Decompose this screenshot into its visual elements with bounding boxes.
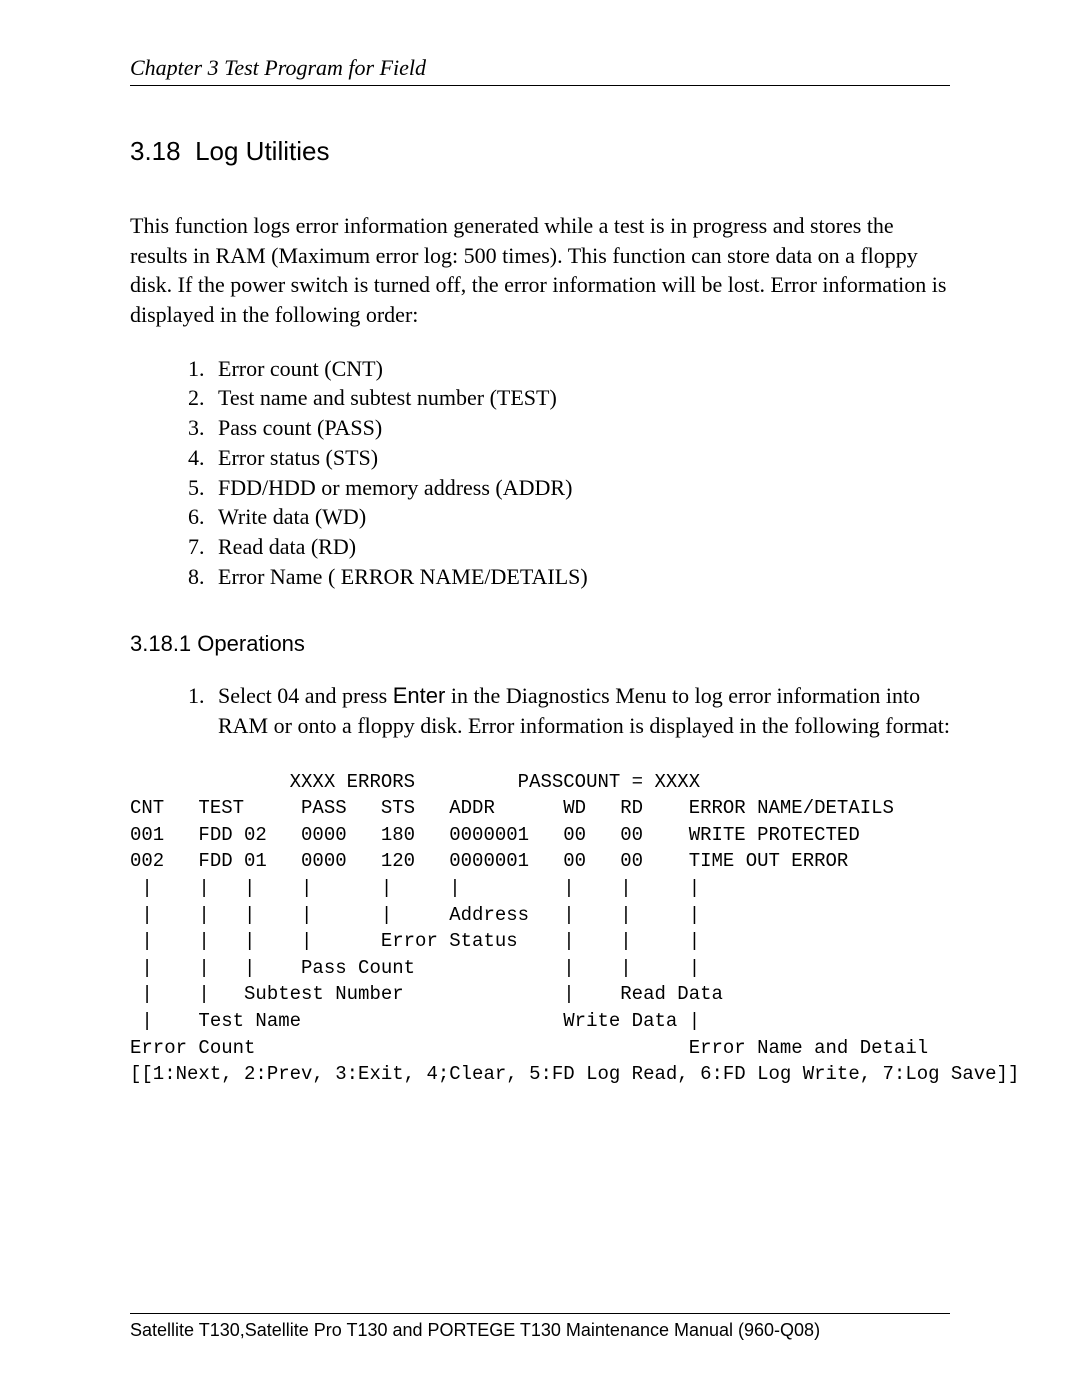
subsection-title: 3.18.1 Operations: [130, 631, 950, 657]
section-number: 3.18: [130, 136, 181, 166]
intro-paragraph: This function logs error information gen…: [130, 211, 950, 330]
log-line: | | Subtest Number | Read Data: [130, 981, 950, 1008]
log-line: | Test Name Write Data |: [130, 1008, 950, 1035]
log-line: CNT TEST PASS STS ADDR WD RD ERROR NAME/…: [130, 795, 950, 822]
log-line: | | | | | Address | | |: [130, 902, 950, 929]
section-title: 3.18 Log Utilities: [130, 136, 950, 167]
page: Chapter 3 Test Program for Field 3.18 Lo…: [0, 0, 1080, 1397]
operations-list: Select 04 and press Enter in the Diagnos…: [130, 681, 950, 740]
list-item: Read data (RD): [210, 532, 950, 562]
list-item: Write data (WD): [210, 502, 950, 532]
log-line: 001 FDD 02 0000 180 0000001 00 00 WRITE …: [130, 822, 950, 849]
log-line: Error Count Error Name and Detail: [130, 1035, 950, 1062]
list-item: Error status (STS): [210, 443, 950, 473]
log-line: [[1:Next, 2:Prev, 3:Exit, 4;Clear, 5:FD …: [130, 1061, 950, 1088]
key-name: Enter: [393, 683, 446, 708]
list-item: Pass count (PASS): [210, 413, 950, 443]
log-line: | | | | | | | | |: [130, 875, 950, 902]
list-item: Error Name ( ERROR NAME/DETAILS): [210, 562, 950, 592]
list-item: FDD/HDD or memory address (ADDR): [210, 473, 950, 503]
subsection-number: 3.18.1: [130, 631, 191, 656]
page-footer: Satellite T130,Satellite Pro T130 and PO…: [130, 1313, 950, 1341]
log-line: XXXX ERRORS PASSCOUNT = XXXX: [130, 769, 950, 796]
chapter-header: Chapter 3 Test Program for Field: [130, 55, 950, 86]
step-text: Select 04 and press: [218, 683, 393, 708]
list-item: Test name and subtest number (TEST): [210, 383, 950, 413]
list-item: Error count (CNT): [210, 354, 950, 384]
section-name: Log Utilities: [195, 136, 329, 166]
list-item: Select 04 and press Enter in the Diagnos…: [210, 681, 950, 740]
log-output: XXXX ERRORS PASSCOUNT = XXXXCNT TEST PAS…: [130, 769, 950, 1088]
subsection-name: Operations: [197, 631, 305, 656]
order-list: Error count (CNT) Test name and subtest …: [130, 354, 950, 592]
log-line: | | | Pass Count | | |: [130, 955, 950, 982]
log-line: 002 FDD 01 0000 120 0000001 00 00 TIME O…: [130, 848, 950, 875]
log-line: | | | | Error Status | | |: [130, 928, 950, 955]
